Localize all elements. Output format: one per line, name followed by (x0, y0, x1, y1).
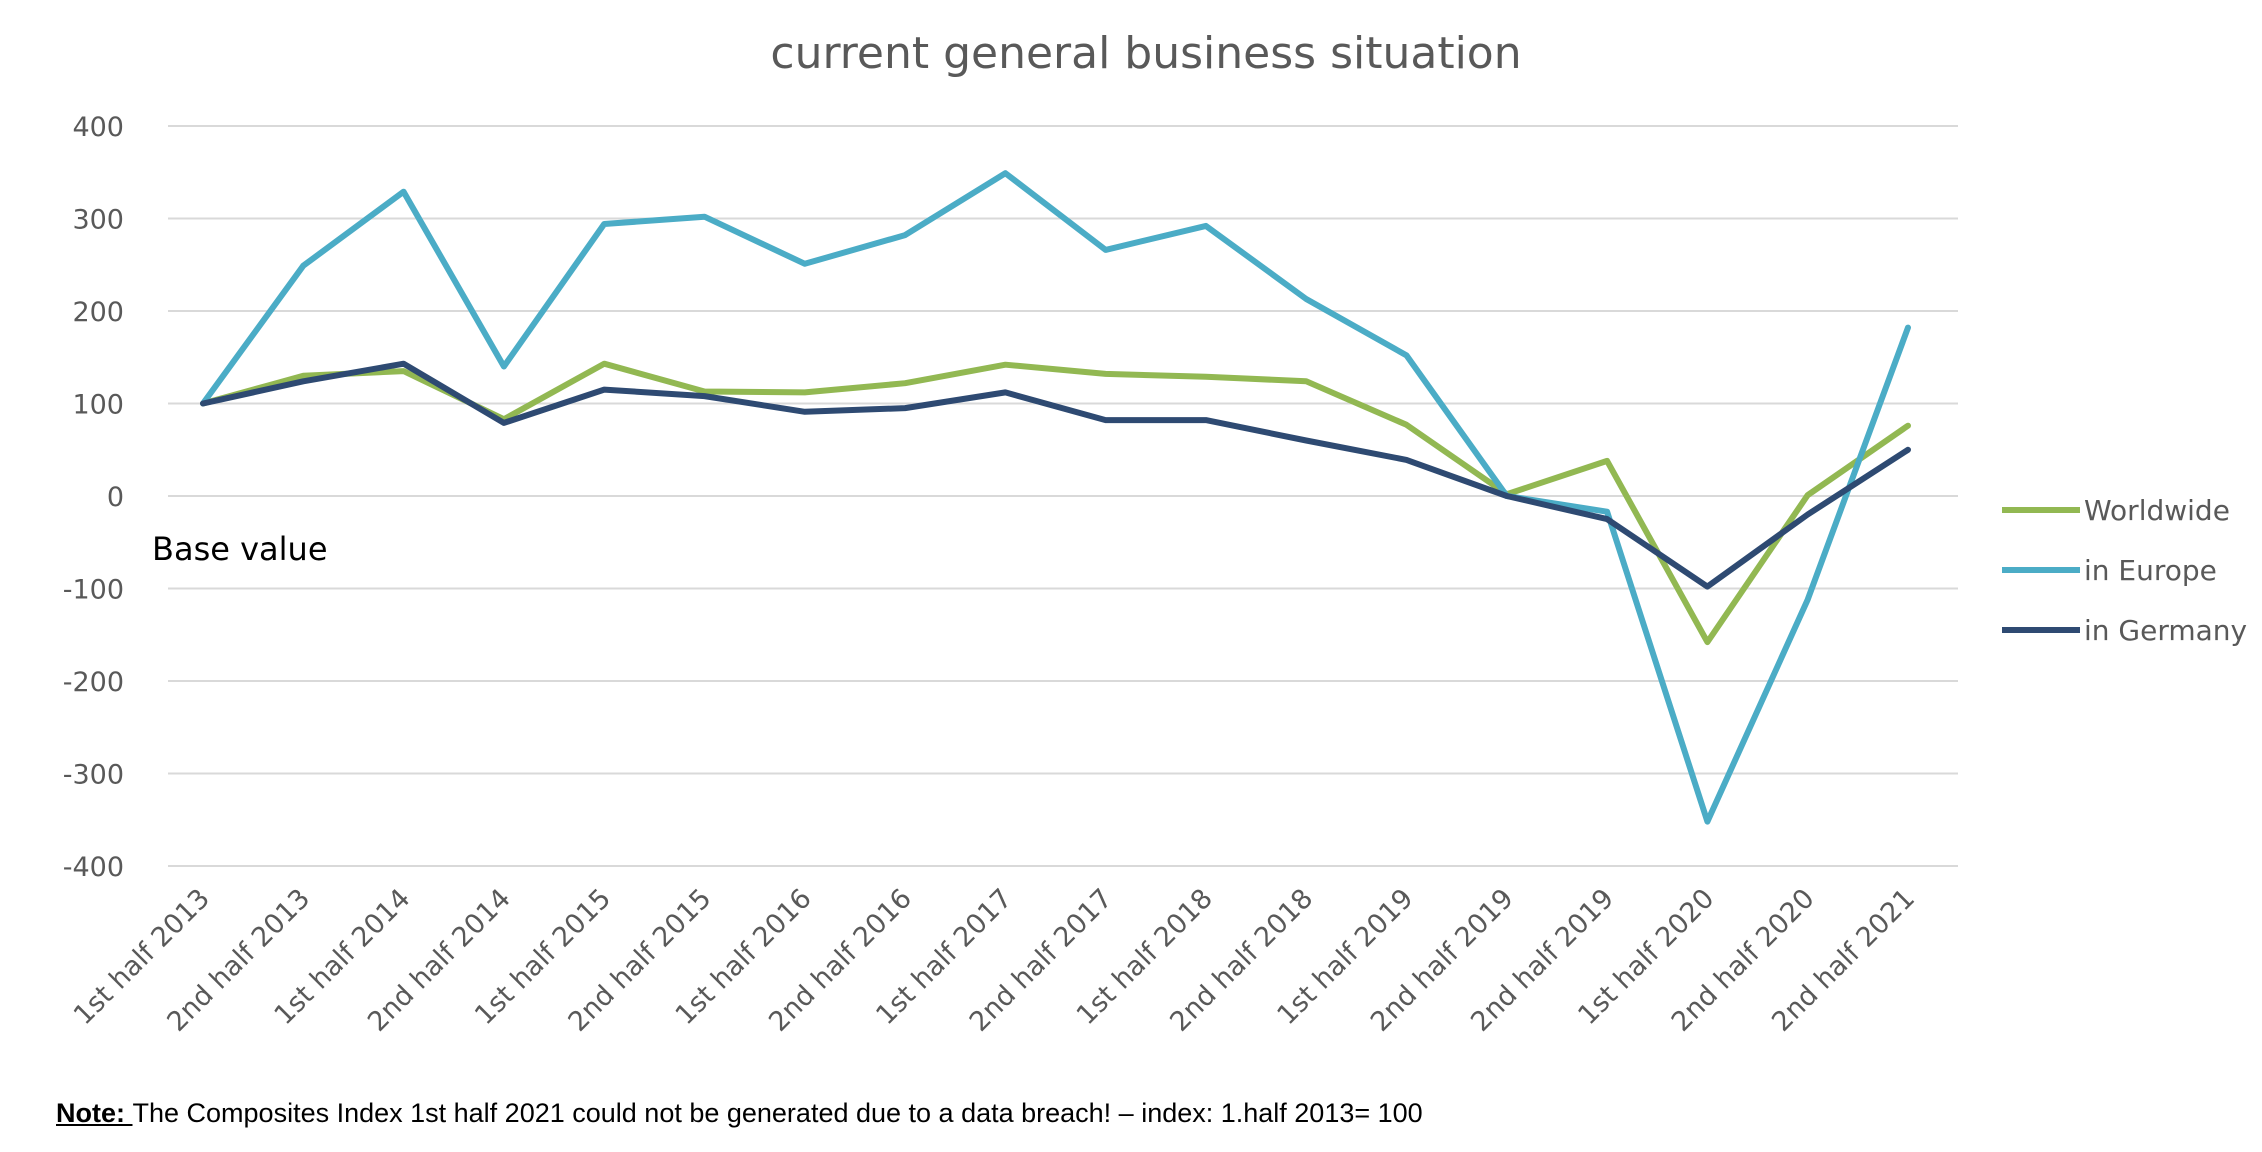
y-tick-label: -100 (63, 575, 124, 606)
legend: Worldwide in Europe in Germany (2002, 494, 2247, 647)
gridlines (168, 125, 1958, 867)
legend-label: in Europe (2084, 554, 2217, 587)
chart-title: current general business situation (770, 28, 1521, 79)
y-tick-label: -400 (63, 852, 124, 883)
note-text: The Composites Index 1st half 2021 could… (132, 1098, 1423, 1128)
y-tick-label: 200 (72, 297, 124, 328)
legend-label: Worldwide (2084, 494, 2230, 527)
note-label: Note: (56, 1098, 133, 1128)
base-value-annotation: Base value (152, 530, 328, 568)
legend-label: in Germany (2084, 614, 2247, 647)
y-tick-label: 100 (72, 390, 124, 421)
footnote: Note: The Composites Index 1st half 2021… (56, 1098, 1423, 1129)
series-line-1 (200, 170, 1911, 825)
series-lines (200, 170, 1911, 825)
series-line-2 (200, 360, 1911, 590)
y-tick-label: -200 (63, 667, 124, 698)
y-tick-label: 400 (72, 112, 124, 143)
y-tick-label: 0 (107, 482, 124, 513)
y-tick-label: 300 (72, 205, 124, 236)
y-tick-label: -300 (63, 760, 124, 791)
y-axis-ticks: 400 300 200 100 0 -100 -200 -300 -400 (63, 112, 124, 883)
